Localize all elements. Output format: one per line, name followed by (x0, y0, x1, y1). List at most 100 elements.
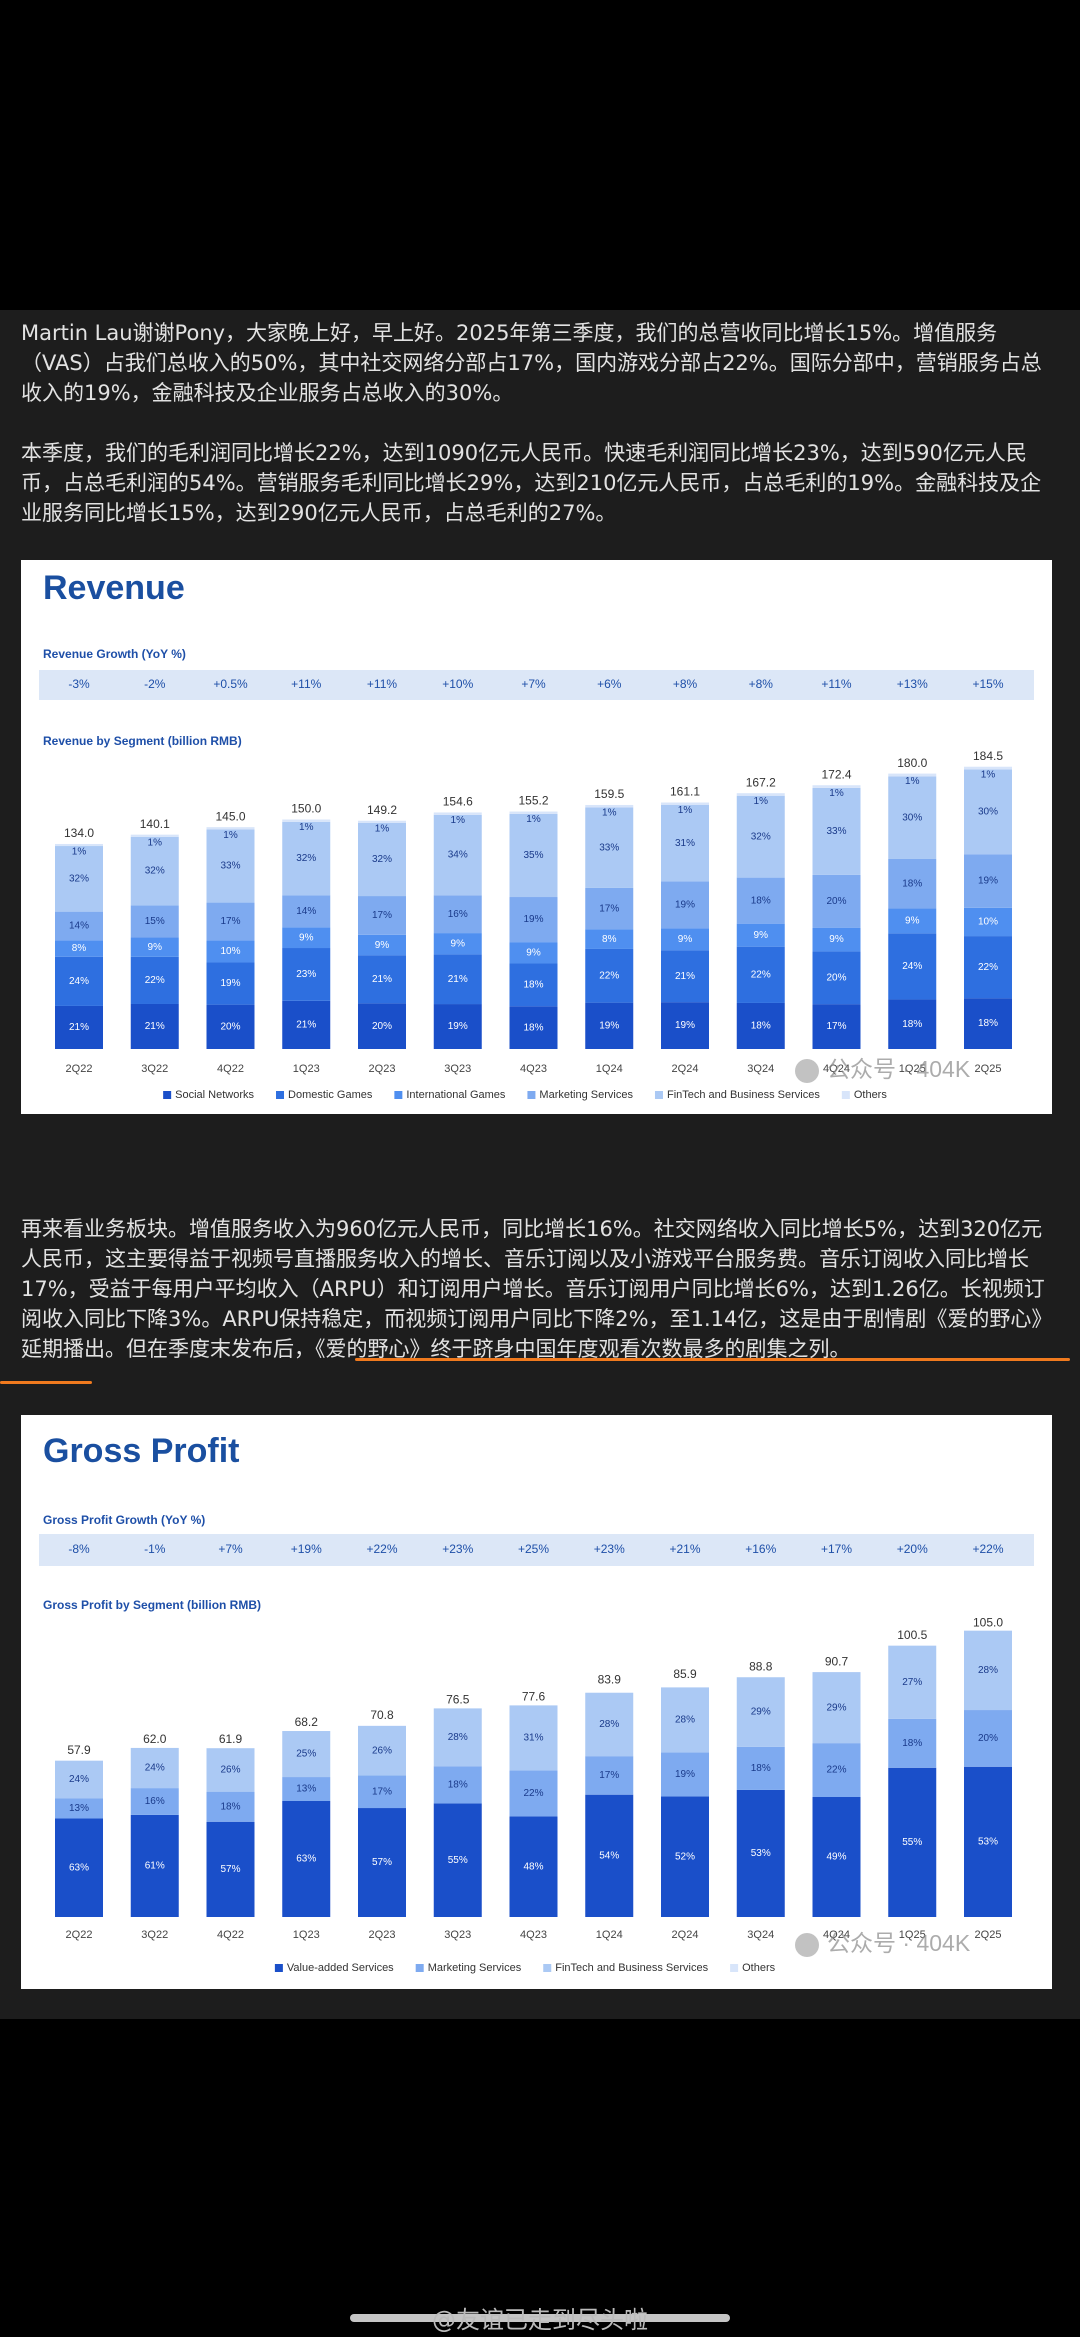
bar-total-label: 90.7 (825, 1654, 849, 1668)
segment-value-label: 32% (372, 854, 392, 865)
bar-segment (812, 951, 861, 1005)
bar-segment (509, 1006, 558, 1049)
bar-total-label: 161.1 (670, 785, 700, 799)
bar-segment (964, 766, 1012, 770)
bar-segment (812, 1797, 861, 1917)
bar-segment (585, 1756, 634, 1795)
segment-value-label: 9% (451, 938, 466, 949)
segment-value-label: 18% (751, 1021, 771, 1032)
bar-total-label: 134.0 (64, 826, 94, 840)
segment-value-label: 1% (148, 837, 163, 848)
legend-swatch (274, 1964, 283, 1972)
segment-value-label: 20% (372, 1021, 392, 1032)
bar-segment (282, 927, 331, 949)
bar-segment (358, 955, 406, 1004)
growth-value: +17% (821, 1542, 852, 1556)
segment-value-label: 35% (523, 850, 543, 861)
bar-segment (282, 1731, 331, 1778)
legend-swatch (543, 1964, 552, 1972)
bar-total-label: 76.5 (446, 1693, 470, 1707)
segment-value-label: 18% (220, 1801, 240, 1812)
segment-value-label: 21% (675, 971, 695, 982)
bar-segment (585, 1692, 634, 1757)
legend-swatch (394, 1091, 403, 1099)
bar-segment (206, 1791, 255, 1822)
bar-segment (282, 1777, 331, 1801)
x-tick-label: 4Q24 (823, 1063, 850, 1075)
bar-total-label: 140.1 (140, 817, 170, 831)
growth-value: +15% (972, 677, 1003, 691)
bar-total-label: 62.0 (143, 1732, 167, 1746)
segment-value-label: 31% (523, 1733, 543, 1744)
segment-value-label: 21% (296, 1020, 316, 1031)
segment-value-label: 10% (978, 917, 998, 928)
growth-value: +6% (597, 677, 622, 691)
bar-total-label: 145.0 (215, 809, 245, 823)
segment-value-label: 30% (902, 812, 922, 823)
paragraph: Martin Lau谢谢Pony，大家晚上好，早上好。2025年第三季度，我们的… (21, 321, 1042, 405)
segment-value-label: 30% (978, 807, 998, 818)
bar-segment (358, 820, 406, 824)
chart: Revenue Revenue Growth (YoY %) Revenue by … (39, 569, 1034, 1101)
bar-segment (206, 962, 255, 1005)
legend-swatch (654, 1091, 663, 1099)
bar-segment (55, 846, 103, 912)
bar-segment (130, 905, 179, 938)
bar-segment (661, 804, 709, 882)
x-tick-label: 3Q23 (444, 1063, 471, 1075)
bar-segment (358, 1003, 406, 1049)
segment-value-label: 21% (69, 1022, 89, 1033)
segment-value-label: 33% (220, 861, 240, 872)
bar-segment (358, 934, 406, 956)
segment-value-label: 9% (829, 934, 844, 945)
bar-segment (585, 929, 634, 949)
bar-segment (358, 1775, 406, 1809)
segment-value-label: 24% (69, 976, 89, 987)
segment-value-label: 1% (375, 823, 390, 834)
growth-value: +10% (442, 677, 473, 691)
x-tick-label: 2Q22 (66, 1063, 93, 1075)
bar-segment (661, 928, 709, 951)
chart-card: Revenue Revenue Growth (YoY %) Revenue by … (21, 560, 1052, 1114)
segment-value-label: 21% (448, 974, 468, 985)
bar-segment (55, 1005, 103, 1049)
segment-value-label: 23% (296, 969, 316, 980)
growth-value: +22% (972, 1542, 1003, 1556)
bar-total-label: 77.6 (522, 1690, 546, 1704)
bar-total-label: 172.4 (821, 767, 851, 781)
segment-value-label: 32% (296, 853, 316, 864)
x-tick-label: 1Q25 (899, 1929, 926, 1941)
segment-value-label: 32% (751, 831, 771, 842)
segment-value-label: 9% (754, 930, 769, 941)
segment-value-label: 17% (372, 910, 392, 921)
growth-value: +23% (442, 1542, 473, 1556)
bar-segment (888, 933, 937, 1000)
segment-value-label: 26% (372, 1745, 392, 1756)
segment-value-label: 14% (296, 906, 316, 917)
segment-value-label: 28% (448, 1732, 468, 1743)
growth-value: -8% (68, 1542, 90, 1556)
legend-label: Marketing Services (428, 1962, 522, 1974)
segment-value-label: 1% (678, 805, 693, 816)
bar-total-label: 155.2 (518, 794, 548, 808)
bar-segment (206, 1821, 255, 1917)
segment-value-label: 28% (599, 1719, 619, 1730)
segment-value-label: 8% (72, 943, 87, 954)
segment-value-label: 1% (829, 788, 844, 799)
segment-value-label: 27% (902, 1677, 922, 1688)
growth-value: +22% (366, 1542, 397, 1556)
watermark: 公众号 · 404K (827, 1056, 971, 1082)
segment-value-label: 20% (978, 1733, 998, 1744)
legend-label: FinTech and Business Services (555, 1962, 708, 1974)
bar-segment (661, 881, 709, 929)
growth-value: +21% (669, 1542, 700, 1556)
segment-value-label: 52% (675, 1851, 695, 1862)
bar-segment (206, 902, 255, 941)
segment-value-label: 9% (526, 947, 541, 958)
bar-segment (661, 950, 709, 1003)
bar-segment (888, 776, 937, 859)
x-tick-label: 1Q23 (293, 1063, 320, 1075)
x-tick-label: 2Q25 (975, 1063, 1002, 1075)
legend-swatch (527, 1091, 536, 1099)
segment-value-label: 1% (981, 769, 996, 780)
